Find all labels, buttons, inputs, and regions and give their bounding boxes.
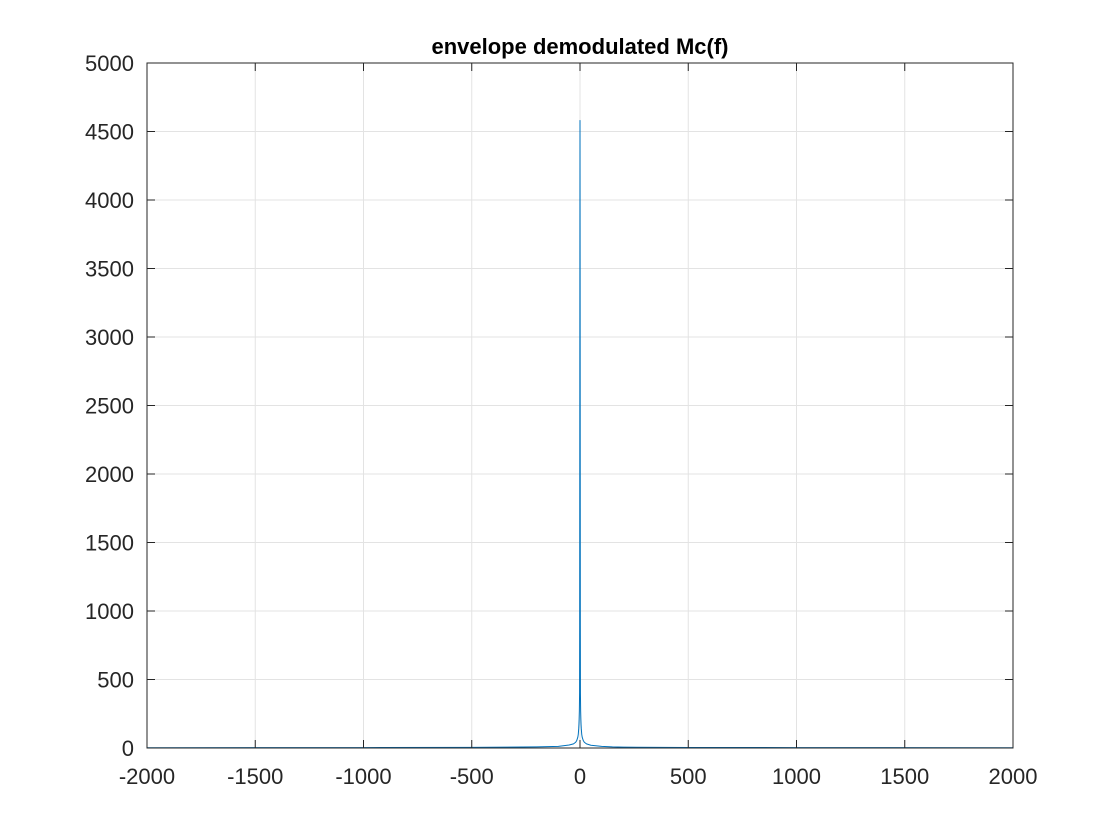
data-point [575,742,576,743]
data-point [579,693,580,694]
data-point [578,734,579,735]
series-layer [146,120,1014,749]
data-point [580,719,581,720]
chart-title: envelope demodulated Mc(f) [431,34,728,59]
data-point [580,446,581,447]
x-tick-label: 500 [670,764,707,789]
data-point [581,724,582,725]
x-tick-label: 0 [574,764,586,789]
data-point [558,746,559,747]
x-tick-label: -500 [450,764,494,789]
data-point [573,743,574,744]
y-tick-label: 0 [122,736,134,761]
data-point [578,724,579,725]
x-tick-label: -2000 [119,764,175,789]
data-point [586,743,587,744]
y-tick-label: 5000 [85,51,134,76]
data-point [576,740,577,741]
x-tick-label: -1000 [335,764,391,789]
data-point [579,711,580,712]
data-point [580,711,581,712]
data-point [584,742,585,743]
data-point [582,737,583,738]
data-point [601,746,602,747]
data-point [580,254,581,255]
y-tick-labels: 0 500 1000 1500 2000 2500 3000 3500 4000 4500 5000 [85,51,134,761]
y-tick-label: 2500 [85,394,134,419]
data-point [580,120,581,121]
data-point [581,728,582,729]
y-tick-label: 3500 [85,257,134,282]
ticks [146,62,1014,749]
x-tick-label: 1000 [772,764,821,789]
y-tick-label: 4000 [85,188,134,213]
data-point [590,745,591,746]
y-tick-label: 2000 [85,462,134,487]
y-tick-label: 500 [97,668,134,693]
data-point [583,740,584,741]
data-point [579,719,580,720]
data-point [577,737,578,738]
y-tick-label: 1000 [85,599,134,624]
data-point [536,746,537,747]
x-tick-label: -1500 [227,764,283,789]
data-point [580,693,581,694]
y-tick-label: 4500 [85,120,134,145]
x-tick-label: 1500 [880,764,929,789]
x-tick-labels: -2000 -1500 -1000 -500 0 500 1000 1500 2000 [119,764,1038,789]
data-point [581,734,582,735]
y-tick-label: 3000 [85,325,134,350]
data-point [580,624,581,625]
y-tick-label: 1500 [85,531,134,556]
data-point [578,728,579,729]
x-tick-label: 2000 [989,764,1038,789]
series-line [146,120,1014,749]
data-point [612,746,613,747]
data-point [569,744,570,745]
